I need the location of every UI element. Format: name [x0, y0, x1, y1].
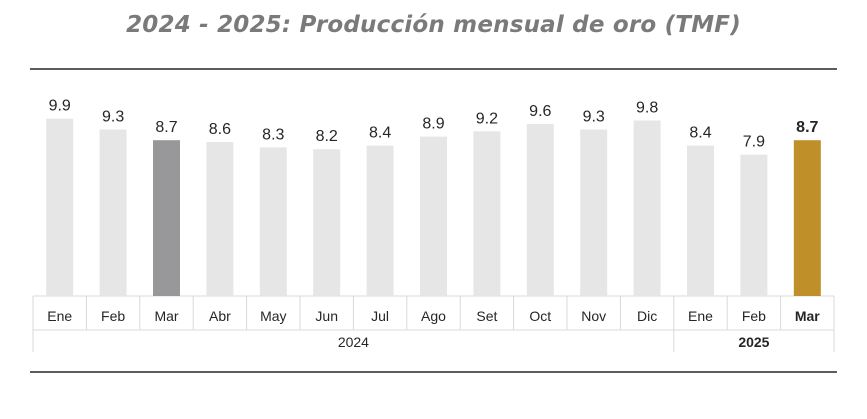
- bar: [793, 140, 821, 296]
- category-label: Mar: [795, 308, 820, 324]
- chart-title: 2024 - 2025: Producción mensual de oro (…: [126, 12, 741, 38]
- category-label: Jul: [371, 308, 389, 324]
- category-label: Feb: [742, 308, 766, 324]
- bar: [206, 142, 234, 296]
- bar: [46, 118, 74, 296]
- bar: [99, 129, 127, 296]
- category-label: Nov: [581, 308, 606, 324]
- bar: [687, 145, 714, 296]
- bar: [740, 154, 768, 296]
- year-label: 2025: [738, 334, 769, 350]
- value-label: 9.2: [476, 110, 498, 127]
- axis-grid: [32, 295, 835, 352]
- category-label: May: [260, 308, 286, 324]
- value-label: 8.2: [316, 128, 338, 145]
- category-label: Feb: [101, 308, 125, 324]
- category-label: Ago: [421, 308, 446, 324]
- value-label: 7.9: [743, 134, 765, 151]
- value-label: 8.7: [796, 119, 818, 136]
- category-label: Mar: [154, 308, 178, 324]
- value-label: 8.7: [155, 119, 177, 136]
- category-label: Abr: [209, 308, 231, 324]
- category-label: Ene: [688, 308, 713, 324]
- category-label: Dic: [637, 308, 657, 324]
- value-label: 9.6: [529, 103, 551, 120]
- value-label: 8.4: [689, 125, 711, 142]
- bar: [420, 136, 447, 296]
- category-labels: Ene Feb Mar Abr May Jun Jul Ago Set Oct Nov Dic Ene F…: [47, 308, 820, 324]
- value-label: 8.3: [262, 126, 284, 143]
- bar: [526, 124, 554, 296]
- year-label: 2024: [338, 334, 369, 350]
- bar: [259, 147, 287, 296]
- value-label: 9.3: [102, 109, 124, 126]
- category-label: Jun: [315, 308, 338, 324]
- category-label: Oct: [529, 308, 551, 324]
- category-label: Ene: [47, 308, 72, 324]
- value-label: 9.8: [636, 100, 658, 117]
- bar: [580, 129, 608, 296]
- value-label: 8.6: [209, 121, 231, 138]
- value-label: 9.9: [49, 98, 71, 115]
- value-labels: 9.9 9.3 8.7 8.6 8.3 8.2 8.4 8.9 9.2 9.6 9.3 9.8 8.4 7…: [49, 98, 819, 151]
- bar: [313, 149, 341, 296]
- bar: [153, 140, 180, 296]
- bar: [473, 131, 501, 296]
- category-label: Set: [476, 308, 497, 324]
- value-label: 8.9: [422, 116, 444, 133]
- value-label: 8.4: [369, 125, 391, 142]
- bar: [633, 120, 661, 296]
- bar: [366, 145, 394, 296]
- bars: [46, 118, 821, 296]
- year-labels: 2024 2025: [338, 334, 770, 350]
- value-label: 9.3: [583, 109, 605, 126]
